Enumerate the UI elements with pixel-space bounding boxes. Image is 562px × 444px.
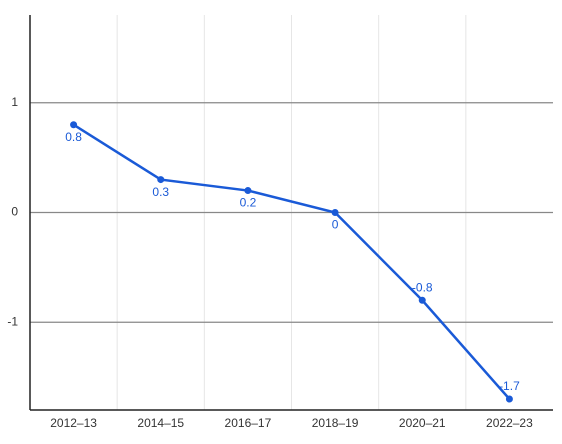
x-tick-label: 2022–23 xyxy=(486,416,533,430)
y-tick-label: -1 xyxy=(7,314,18,328)
x-tick-label: 2016–17 xyxy=(225,416,272,430)
point xyxy=(70,121,78,129)
data-label: -1.7 xyxy=(499,379,520,393)
point xyxy=(331,209,339,216)
point xyxy=(505,395,513,403)
data-label: 0.3 xyxy=(152,185,169,199)
x-tick-label: 2012–13 xyxy=(50,416,97,430)
x-tick-label: 2020–21 xyxy=(399,416,446,430)
line xyxy=(72,123,511,400)
y-tick-label: 0 xyxy=(11,205,18,219)
data-label: -0.8 xyxy=(412,280,433,294)
point xyxy=(418,296,426,304)
x-tick-label: 2014–15 xyxy=(137,416,184,430)
point xyxy=(157,176,165,184)
data-label: 0.2 xyxy=(240,196,257,210)
point xyxy=(244,187,252,195)
y-tick-label: 1 xyxy=(11,95,18,109)
data-label: 0.8 xyxy=(65,130,82,144)
data-label: 0 xyxy=(332,218,339,232)
x-tick-label: 2018–19 xyxy=(312,416,359,430)
